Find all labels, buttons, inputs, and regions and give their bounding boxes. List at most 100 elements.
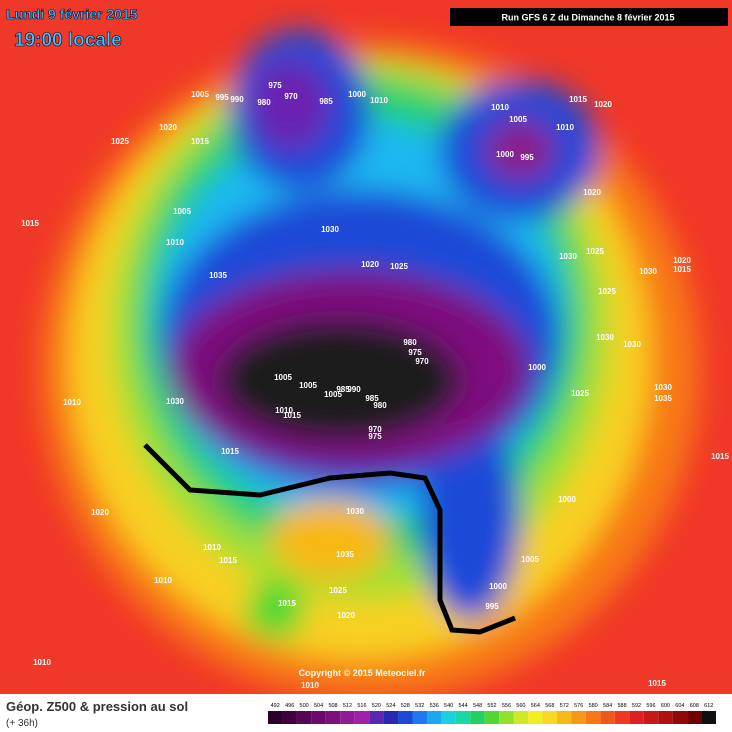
level-label: 516 <box>357 703 366 709</box>
isobar-label: 1025 <box>329 586 347 595</box>
isobar-label: 1030 <box>596 333 614 342</box>
level-swatch <box>383 711 399 724</box>
level-swatch <box>629 711 644 724</box>
level-swatch <box>282 711 297 724</box>
isobar-label: 1000 <box>528 363 546 372</box>
jet-line <box>143 443 516 635</box>
level-label: 572 <box>560 703 569 709</box>
level-label: 512 <box>343 703 352 709</box>
isobar-label: 980 <box>403 338 417 347</box>
isobar-label: 1015 <box>21 219 39 228</box>
level-label: 520 <box>372 703 381 709</box>
isobar-label: 1025 <box>571 389 589 398</box>
level-label: 500 <box>300 703 309 709</box>
map-field <box>0 0 732 700</box>
isobar-label: 970 <box>368 425 382 434</box>
time: 19:00 locale <box>14 30 122 51</box>
level-label: 600 <box>661 703 670 709</box>
isobar-label: 1030 <box>639 267 657 276</box>
isobar-label: 1035 <box>654 394 672 403</box>
level-label: 532 <box>415 703 424 709</box>
level-label: 504 <box>314 703 323 709</box>
isobar-label: 980 <box>257 98 271 107</box>
isobar-label: 1000 <box>348 90 366 99</box>
level-label: 592 <box>632 703 641 709</box>
isobar-label: 1005 <box>173 207 191 216</box>
isobar-label: 980 <box>373 401 387 410</box>
isobar-label: 1015 <box>278 599 296 608</box>
isobar-label: 1015 <box>648 679 666 688</box>
level-swatch <box>369 711 384 724</box>
run-box <box>450 8 728 26</box>
level-swatch <box>455 711 471 724</box>
isobar-label: 1000 <box>496 150 514 159</box>
isobar-label: 975 <box>268 81 282 90</box>
isobar-label: 1015 <box>191 137 209 146</box>
isobar-label: 1020 <box>337 611 355 620</box>
level-swatch <box>441 711 456 724</box>
isobar-label: 1010 <box>370 96 388 105</box>
isobar-label: 1010 <box>491 103 509 112</box>
isobar-label: 1025 <box>586 247 604 256</box>
level-swatch <box>499 711 514 724</box>
isobar-label: 985 <box>336 385 350 394</box>
level-label: 568 <box>545 703 554 709</box>
isobar-label: 1035 <box>209 271 227 280</box>
isobar-label: 1015 <box>283 411 301 420</box>
isobar-label: 1010 <box>275 406 293 415</box>
level-swatch <box>325 711 341 724</box>
run-info: Run GFS 6 Z du Dimanche 8 février 2015 <box>501 12 674 22</box>
level-label: 536 <box>430 703 439 709</box>
level-swatch <box>426 711 442 724</box>
isobar-label: 1020 <box>361 260 379 269</box>
isobar-label: 990 <box>347 385 361 394</box>
date: Lundi 9 février 2015 <box>6 6 138 22</box>
isobar-label: 1005 <box>274 373 292 382</box>
isobar-label: 970 <box>284 92 298 101</box>
isobar-label: 1015 <box>221 447 239 456</box>
level-swatch <box>354 711 370 724</box>
isobar-label: 1010 <box>301 681 319 690</box>
level-label: 492 <box>271 703 280 709</box>
isobar-label: 1005 <box>324 390 342 399</box>
level-label: 556 <box>502 703 511 709</box>
level-swatch <box>340 711 355 724</box>
isobar-label: 1030 <box>321 225 339 234</box>
level-label: 508 <box>328 703 337 709</box>
level-swatch <box>412 711 427 724</box>
level-label: 528 <box>401 703 410 709</box>
isobar-label: 985 <box>319 97 333 106</box>
isobar-label: 1015 <box>711 452 729 461</box>
level-label: 608 <box>690 703 699 709</box>
level-swatch <box>658 711 673 724</box>
isobar-label: 1010 <box>63 398 81 407</box>
level-swatch <box>484 711 500 724</box>
isobar-label: 1035 <box>336 550 354 559</box>
level-swatch <box>398 711 413 724</box>
level-label: 584 <box>603 703 612 709</box>
level-swatch <box>643 711 659 724</box>
isobar-label: 995 <box>520 153 534 162</box>
level-label: 552 <box>487 703 496 709</box>
isobar-label: 1025 <box>390 262 408 271</box>
isobar-label: 1030 <box>623 340 641 349</box>
level-label: 564 <box>531 703 540 709</box>
isobar-label: 1005 <box>509 115 527 124</box>
level-swatch <box>528 711 543 724</box>
level-label: 544 <box>459 703 468 709</box>
isobar-label: 1000 <box>558 495 576 504</box>
isobar-label: 985 <box>365 394 379 403</box>
isobar-label: 995 <box>485 602 499 611</box>
isobar-label: 1020 <box>159 123 177 132</box>
isobar-label: 970 <box>415 357 429 366</box>
isobar-label: 1020 <box>91 508 109 517</box>
isobar-label: 990 <box>230 95 244 104</box>
isobar-label: 975 <box>368 432 382 441</box>
isobar-label: 1030 <box>559 252 577 261</box>
level-label: 612 <box>704 703 713 709</box>
isobar-label: 1010 <box>556 123 574 132</box>
isobar-label: 1015 <box>219 556 237 565</box>
level-swatch <box>672 711 688 724</box>
level-label: 604 <box>675 703 684 709</box>
